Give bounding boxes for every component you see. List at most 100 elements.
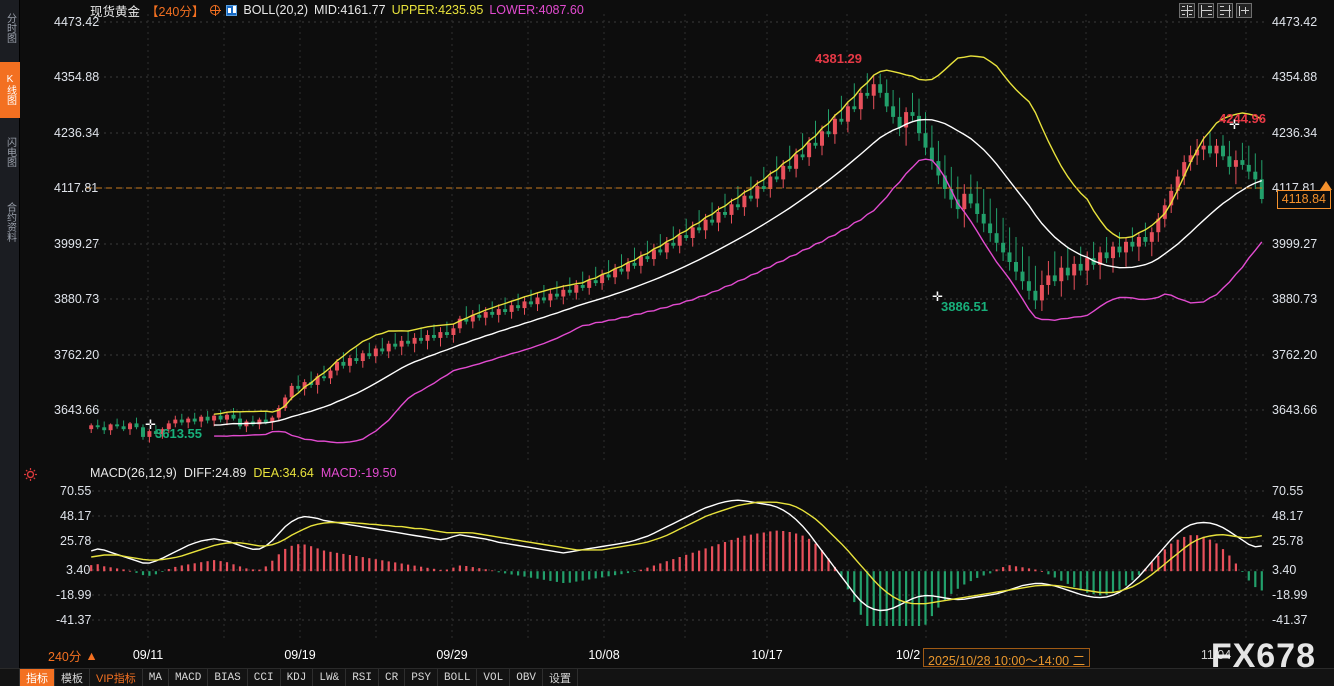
macd-diff-value: DIFF:24.89 (183, 466, 247, 480)
price-ylabel-right-6: 3762.20 (1272, 348, 1318, 362)
period-badge-label: 240分 (48, 650, 82, 664)
current-price-arrow (1320, 181, 1332, 190)
x-axis-label-0: 09/11 (132, 648, 164, 662)
toolbar-filler (578, 669, 1334, 686)
toolbar-templates[interactable]: 模板 (55, 669, 90, 686)
period-badge[interactable]: 240分 ▲ (48, 646, 98, 665)
sidebar-item-label: K线图 (4, 74, 16, 105)
sidebar-item-label: 闪电图 (4, 136, 16, 167)
price-gridlines-v (147, 14, 1247, 462)
price-ylabel-left-7: 3643.66 (54, 403, 100, 417)
annotation-high-4381: 4381.29 (815, 51, 862, 66)
boll-upper-value: UPPER:4235.95 (391, 3, 484, 17)
toolbar-boll[interactable]: BOLL (438, 669, 478, 686)
macd-title: MACD(26,12,9) (90, 466, 177, 480)
scale-left-icon[interactable] (1198, 3, 1214, 18)
toolbar-bias[interactable]: BIAS (208, 669, 248, 686)
toolbar-rsi[interactable]: RSI (346, 669, 379, 686)
macd-info-header: MACD(26,12,9) DIFF:24.89 DEA:34.64 MACD:… (90, 465, 397, 481)
sidebar-item-lightning[interactable]: 闪电图 (0, 124, 20, 180)
toolbar-lwr[interactable]: LW& (313, 669, 347, 686)
macd-macd-value: MACD:-19.50 (320, 466, 397, 480)
chart-frame: 现货黄金 【240分】 BOLL(20,2) MID:4161.77 UPPER… (20, 0, 1334, 686)
price-ylabel-left-1: 4354.88 (54, 70, 100, 84)
price-ylabel-right-5: 3880.73 (1272, 292, 1318, 306)
price-ylabel-left-2: 4236.34 (54, 126, 100, 140)
macd-ylabel-right-5: -41.37 (1272, 613, 1308, 627)
indicator-name: BOLL(20,2) (243, 3, 308, 17)
x-axis-label-4: 10/17 (751, 648, 783, 662)
macd-gridlines-h (86, 490, 1266, 621)
price-info-header: 现货黄金 【240分】 BOLL(20,2) MID:4161.77 UPPER… (90, 2, 584, 19)
period-label: 【240分】 (146, 4, 205, 19)
annotation-low-3613: 3613.55 (155, 426, 202, 441)
macd-ylabel-right-4: -18.99 (1272, 588, 1308, 602)
macd-diff-line (91, 499, 1262, 612)
price-ylabel-left-3: 4117.81 (54, 181, 99, 195)
symbol-label: 现货黄金 (90, 4, 141, 19)
macd-gridlines-v (147, 486, 1247, 640)
annotation-marker-low-3613: ✛ (145, 417, 156, 432)
toolbar-psy[interactable]: PSY (405, 669, 439, 686)
crosshair-icon[interactable] (210, 5, 222, 16)
macd-histogram (90, 530, 1263, 626)
boll-indicator-icon[interactable] (226, 4, 238, 16)
toolbar-vol[interactable]: VOL (477, 669, 511, 686)
macd-pane[interactable]: MACD(26,12,9) DIFF:24.89 DEA:34.64 MACD:… (20, 462, 1334, 640)
expand-right-icon[interactable] (1236, 3, 1252, 18)
macd-ylabel-right-1: 48.17 (1272, 509, 1304, 523)
price-ylabel-left-0: 4473.42 (54, 15, 100, 29)
macd-chart-svg (86, 486, 1266, 640)
scale-right-icon[interactable] (1217, 3, 1233, 18)
annotation-high-4244: 4244.96 (1219, 111, 1266, 126)
price-ylabel-right-4: 3999.27 (1272, 237, 1318, 251)
x-axis-label-5: 10/2 (895, 648, 921, 662)
sidebar-item-kline[interactable]: K线图 (0, 62, 20, 118)
macd-ylabel-right-2: 25.78 (1272, 534, 1304, 548)
crosshair-tool-icon[interactable] (1179, 3, 1195, 18)
sidebar-item-timeshare[interactable]: 分时图 (0, 0, 20, 56)
toolbar-kdj[interactable]: KDJ (281, 669, 314, 686)
price-ylabel-left-4: 3999.27 (54, 237, 100, 251)
price-ylabel-right-7: 3643.66 (1272, 403, 1318, 417)
macd-ylabel-right-0: 70.55 (1272, 484, 1304, 498)
bottom-toolbar: 指标 模板 VIP指标 MA MACD BIAS CCI KDJ LW& RSI… (0, 668, 1334, 686)
toolbar-indicators[interactable]: 指标 (20, 669, 55, 686)
x-axis-label-1: 09/19 (284, 648, 316, 662)
annotation-low-3886: 3886.51 (941, 299, 988, 314)
chart-tool-buttons (1179, 3, 1252, 18)
bollinger-bands (214, 55, 1263, 444)
toolbar-ma[interactable]: MA (143, 669, 169, 686)
toolbar-cci[interactable]: CCI (248, 669, 281, 686)
boll-lower-value: LOWER:4087.60 (489, 3, 584, 17)
price-pane[interactable]: 现货黄金 【240分】 BOLL(20,2) MID:4161.77 UPPER… (20, 0, 1334, 462)
price-ylabel-right-0: 4473.42 (1272, 15, 1318, 29)
price-ylabel-left-5: 3880.73 (54, 292, 100, 306)
sidebar-item-contract-info[interactable]: 合约资料 (0, 186, 20, 258)
macd-dea-line (91, 501, 1262, 605)
price-chart-svg (86, 14, 1266, 462)
sidebar-item-label: 分时图 (4, 12, 16, 43)
toolbar-spacer (0, 669, 20, 686)
macd-ylabel-left-5: -41.37 (56, 613, 92, 627)
left-sidebar: 分时图 K线图 闪电图 合约资料 (0, 0, 20, 686)
macd-ylabel-left-2: 25.78 (60, 534, 92, 548)
price-ylabel-right-2: 4236.34 (1272, 126, 1318, 140)
toolbar-vip-indicators[interactable]: VIP指标 (90, 669, 143, 686)
toolbar-obv[interactable]: OBV (510, 669, 544, 686)
price-ylabel-left-6: 3762.20 (54, 348, 100, 362)
toolbar-macd[interactable]: MACD (169, 669, 209, 686)
x-axis-label-3: 10/08 (588, 648, 620, 662)
toolbar-cr[interactable]: CR (379, 669, 406, 686)
toolbar-settings[interactable]: 设置 (543, 669, 579, 686)
current-price-tag[interactable]: 4118.84 (1276, 190, 1331, 209)
boll-mid-value: MID:4161.77 (314, 3, 386, 17)
boll-lower-line (214, 158, 1263, 444)
boll-upper-line (214, 55, 1263, 415)
boll-mid-line (214, 118, 1263, 426)
price-ylabel-right-1: 4354.88 (1272, 70, 1318, 84)
x-axis-label-6: 11/04 (1200, 648, 1232, 662)
x-axis-label-2: 09/29 (436, 648, 468, 662)
macd-settings-icon[interactable] (24, 468, 37, 481)
